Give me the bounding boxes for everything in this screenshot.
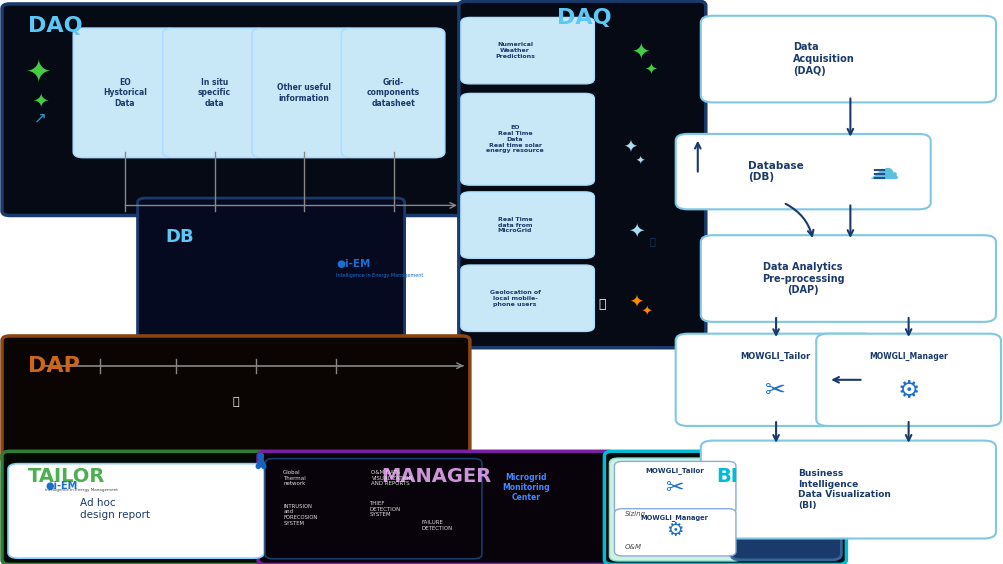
FancyBboxPatch shape <box>460 265 594 332</box>
Text: ✦: ✦ <box>628 221 644 240</box>
Text: EO
Hystorical
Data: EO Hystorical Data <box>103 78 146 108</box>
FancyBboxPatch shape <box>604 451 846 564</box>
FancyBboxPatch shape <box>258 451 615 564</box>
Text: ≡: ≡ <box>870 165 886 183</box>
Text: Grid-
components
datasheet: Grid- components datasheet <box>366 78 419 108</box>
Text: Real Time
data from
MicroGrid: Real Time data from MicroGrid <box>497 217 532 233</box>
Text: DAQ: DAQ <box>557 8 611 28</box>
Text: ✦: ✦ <box>629 294 643 312</box>
Text: Data Analytics
Pre-processing
(DAP): Data Analytics Pre-processing (DAP) <box>761 262 844 295</box>
Text: ▭  🖥: ▭ 🖥 <box>771 503 799 515</box>
Text: ✦: ✦ <box>631 43 649 64</box>
Text: O&M DATA
VISUALIZATION
AND REPORTS: O&M DATA VISUALIZATION AND REPORTS <box>371 470 412 487</box>
Text: Intelligence in Energy Management: Intelligence in Energy Management <box>336 273 423 278</box>
Text: Geolocation of
local mobile-
phone users: Geolocation of local mobile- phone users <box>489 290 540 306</box>
FancyBboxPatch shape <box>2 336 469 463</box>
FancyBboxPatch shape <box>460 17 594 84</box>
Text: ✦: ✦ <box>635 155 645 165</box>
FancyBboxPatch shape <box>675 334 875 426</box>
Text: ✦: ✦ <box>32 92 48 111</box>
Text: ☁: ☁ <box>868 156 898 184</box>
Text: ✦: ✦ <box>25 59 51 87</box>
Text: INTRUSION
and
FORECOSION
SYSTEM: INTRUSION and FORECOSION SYSTEM <box>283 504 317 526</box>
Text: ✦: ✦ <box>641 306 651 319</box>
FancyBboxPatch shape <box>341 28 444 157</box>
Text: Database
(DB): Database (DB) <box>747 161 803 182</box>
Text: DAP: DAP <box>28 356 80 376</box>
Text: MOWGLI_Tailor: MOWGLI_Tailor <box>740 352 809 361</box>
FancyBboxPatch shape <box>8 464 264 558</box>
Text: intelligence in Energy Management: intelligence in Energy Management <box>45 488 118 492</box>
Text: Microgrid
Monitoring
Center: Microgrid Monitoring Center <box>502 473 550 503</box>
FancyBboxPatch shape <box>614 509 735 556</box>
Text: MANAGER: MANAGER <box>381 467 491 486</box>
FancyBboxPatch shape <box>614 461 735 514</box>
FancyBboxPatch shape <box>460 94 594 185</box>
Text: MOWGLI USER
INTERFACES: MOWGLI USER INTERFACES <box>757 525 813 538</box>
Text: DAQ: DAQ <box>28 16 82 36</box>
Text: MOWGLI_Tailor: MOWGLI_Tailor <box>645 467 703 474</box>
Text: ↗: ↗ <box>34 111 46 126</box>
Text: ✂: ✂ <box>764 379 785 403</box>
Text: ⚙: ⚙ <box>665 521 683 540</box>
Text: EO
Real Time
Data
Real time solar
energy resource: EO Real Time Data Real time solar energy… <box>485 125 544 153</box>
Text: DB: DB <box>165 228 195 246</box>
FancyBboxPatch shape <box>252 28 355 157</box>
FancyBboxPatch shape <box>700 16 995 103</box>
Text: ✂: ✂ <box>665 478 683 498</box>
Text: O&M: O&M <box>624 544 641 550</box>
Text: 📌: 📌 <box>233 397 239 407</box>
FancyBboxPatch shape <box>700 235 995 322</box>
Text: ✦: ✦ <box>623 138 637 156</box>
Text: THIEF
DETECTION
SYSTEM: THIEF DETECTION SYSTEM <box>369 501 400 517</box>
FancyBboxPatch shape <box>162 28 266 157</box>
Text: 〜: 〜 <box>598 298 606 311</box>
Text: Ad hoc
design report: Ad hoc design report <box>80 499 150 520</box>
Text: MOWGLI_Manager: MOWGLI_Manager <box>869 352 947 361</box>
FancyBboxPatch shape <box>460 192 594 258</box>
Text: TAILOR: TAILOR <box>28 467 105 486</box>
FancyBboxPatch shape <box>609 458 742 561</box>
FancyBboxPatch shape <box>458 1 705 348</box>
FancyBboxPatch shape <box>2 4 469 215</box>
Text: FAILURE
DETECTION: FAILURE DETECTION <box>421 521 452 531</box>
Text: ●i-EM: ●i-EM <box>45 481 77 491</box>
Text: BI: BI <box>715 467 737 486</box>
FancyBboxPatch shape <box>675 134 930 209</box>
FancyBboxPatch shape <box>815 334 1000 426</box>
Text: ✦: ✦ <box>644 61 656 76</box>
Text: Other useful
information: Other useful information <box>277 83 330 103</box>
FancyBboxPatch shape <box>672 0 1003 563</box>
FancyBboxPatch shape <box>2 451 269 564</box>
FancyBboxPatch shape <box>730 460 841 560</box>
Text: Global
Thermal
network: Global Thermal network <box>283 470 306 487</box>
Text: MOWGLI_Manager: MOWGLI_Manager <box>640 514 708 521</box>
Text: Numerical
Weather
Predictions: Numerical Weather Predictions <box>494 42 535 59</box>
FancyBboxPatch shape <box>73 28 177 157</box>
Text: ●i-EM: ●i-EM <box>336 259 370 270</box>
Text: ⚙: ⚙ <box>897 379 919 403</box>
Text: Business
Intelligence
Data Visualization
(BI): Business Intelligence Data Visualization… <box>797 469 891 510</box>
FancyBboxPatch shape <box>700 440 995 539</box>
Text: Data
Acquisition
(DAQ): Data Acquisition (DAQ) <box>792 42 855 76</box>
Text: Sizing: Sizing <box>624 511 645 517</box>
Text: 📡: 📡 <box>649 236 655 246</box>
FancyBboxPatch shape <box>137 198 404 359</box>
Text: In situ
specific
data: In situ specific data <box>198 78 231 108</box>
